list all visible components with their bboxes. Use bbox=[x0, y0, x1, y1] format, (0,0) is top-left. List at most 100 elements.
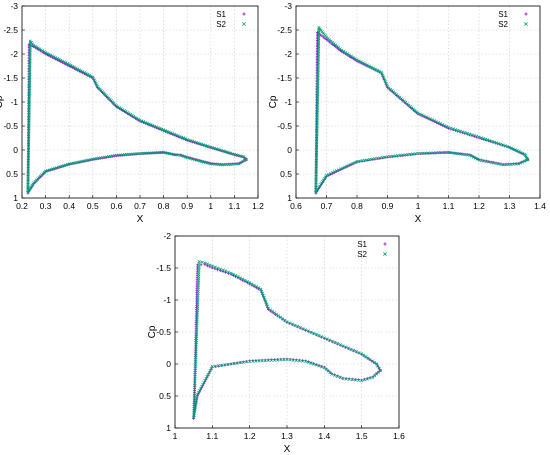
data-point-s2 bbox=[218, 267, 222, 271]
data-point-s1 bbox=[213, 267, 217, 271]
data-point-s2 bbox=[360, 352, 364, 356]
data-point-s2 bbox=[461, 152, 465, 156]
x-tick-label: 1.3 bbox=[504, 201, 516, 211]
y-tick-label: -1 bbox=[163, 295, 171, 305]
x-tick-label: 0.6 bbox=[290, 201, 302, 211]
y-tick-label: -1.5 bbox=[3, 73, 18, 83]
data-point-s2 bbox=[449, 126, 453, 130]
data-point-s2 bbox=[344, 345, 348, 349]
data-point-s2 bbox=[199, 387, 203, 391]
data-point-s1 bbox=[211, 266, 214, 270]
data-point-s2 bbox=[254, 359, 258, 363]
data-point-s2 bbox=[357, 351, 361, 355]
data-point-s2 bbox=[189, 139, 193, 143]
data-point-s2 bbox=[309, 361, 313, 365]
legend-marker-s1 bbox=[383, 242, 387, 246]
legend-marker-s1 bbox=[524, 12, 528, 16]
data-point-s2 bbox=[360, 159, 364, 163]
data-point-s2 bbox=[122, 109, 126, 113]
data-point-s2 bbox=[269, 358, 273, 362]
data-point-s2 bbox=[361, 61, 365, 65]
data-point-s2 bbox=[263, 359, 267, 363]
y-tick-label: -2.5 bbox=[277, 25, 292, 35]
data-point-s2 bbox=[465, 131, 469, 135]
data-point-s2 bbox=[322, 366, 326, 370]
data-point-s2 bbox=[89, 74, 93, 78]
data-point-s2 bbox=[72, 65, 76, 69]
data-point-s2 bbox=[95, 83, 99, 87]
data-point-s2 bbox=[509, 162, 513, 166]
data-point-s2 bbox=[439, 151, 443, 155]
data-point-s2 bbox=[221, 268, 225, 272]
y-tick-label: -1 bbox=[10, 97, 18, 107]
data-point-s2 bbox=[426, 116, 430, 120]
data-point-s2 bbox=[418, 112, 422, 116]
data-point-s2 bbox=[257, 359, 261, 363]
data-point-s2 bbox=[444, 124, 449, 129]
data-point-s2 bbox=[511, 147, 515, 151]
data-point-s2 bbox=[426, 151, 430, 155]
data-point-s2 bbox=[192, 415, 196, 419]
data-point-s2 bbox=[471, 155, 476, 159]
data-point-s2 bbox=[297, 359, 301, 363]
data-point-s2 bbox=[236, 275, 240, 279]
data-point-s2 bbox=[279, 315, 283, 319]
data-point-s2 bbox=[197, 260, 201, 264]
data-point-s2 bbox=[337, 168, 341, 172]
y-axis-label: Cp bbox=[0, 95, 5, 108]
data-point-s2 bbox=[338, 343, 342, 347]
data-point-s2 bbox=[276, 358, 280, 362]
x-tick-label: 1 bbox=[208, 201, 213, 211]
data-point-s2 bbox=[494, 161, 498, 165]
data-point-s2 bbox=[507, 145, 512, 149]
data-point-s2 bbox=[338, 376, 342, 380]
data-point-s2 bbox=[60, 59, 65, 63]
data-point-s2 bbox=[65, 62, 70, 66]
y-axis-label: Cp bbox=[147, 325, 158, 338]
data-point-s2 bbox=[64, 61, 68, 65]
data-point-s2 bbox=[260, 289, 264, 293]
data-point-s2 bbox=[229, 271, 233, 275]
data-point-s2 bbox=[205, 144, 209, 148]
data-point-s2 bbox=[71, 64, 75, 68]
data-point-s2 bbox=[270, 309, 275, 313]
data-point-s1 bbox=[355, 59, 359, 63]
data-point-s2 bbox=[205, 262, 209, 266]
data-point-s2 bbox=[252, 283, 256, 287]
data-point-s2 bbox=[479, 136, 483, 140]
data-point-s2 bbox=[323, 175, 328, 179]
data-point-s2 bbox=[301, 327, 305, 331]
y-tick-label: 0.5 bbox=[280, 169, 292, 179]
data-point-s2 bbox=[262, 296, 266, 300]
data-point-s2 bbox=[509, 146, 513, 150]
data-point-s2 bbox=[291, 358, 295, 362]
data-point-s2 bbox=[378, 156, 382, 160]
data-point-s2 bbox=[245, 360, 249, 364]
data-point-s2 bbox=[254, 285, 258, 289]
y-tick-label: -1 bbox=[284, 97, 292, 107]
data-point-s2 bbox=[383, 78, 387, 82]
y-tick-label: -3 bbox=[284, 1, 292, 11]
data-point-s2 bbox=[149, 123, 153, 127]
data-point-s2 bbox=[370, 359, 374, 363]
y-tick-label: -2 bbox=[10, 49, 18, 59]
x-tick-label: 0.5 bbox=[87, 201, 99, 211]
x-tick-label: 1.2 bbox=[473, 201, 485, 211]
data-point-s2 bbox=[456, 152, 460, 156]
data-point-s2 bbox=[76, 67, 80, 71]
data-point-s2 bbox=[176, 134, 180, 138]
data-point-s2 bbox=[403, 153, 407, 157]
data-point-s2 bbox=[203, 261, 207, 265]
data-point-s2 bbox=[422, 114, 426, 118]
data-point-s2 bbox=[202, 381, 206, 385]
data-point-s2 bbox=[121, 108, 125, 112]
data-point-s2 bbox=[355, 159, 359, 164]
data-point-s2 bbox=[169, 131, 173, 135]
x-axis-label: X bbox=[415, 214, 422, 225]
data-point-s2 bbox=[315, 189, 319, 193]
data-point-s2 bbox=[281, 317, 285, 321]
data-point-s1 bbox=[203, 263, 207, 267]
data-point-s2 bbox=[384, 81, 388, 85]
data-point-s2 bbox=[499, 142, 503, 146]
data-point-s2 bbox=[331, 171, 335, 175]
